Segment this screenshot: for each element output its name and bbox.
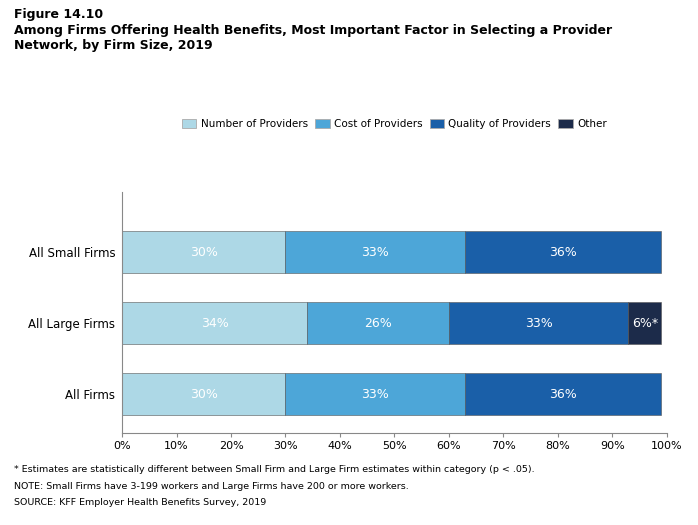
Text: 30%: 30% xyxy=(190,246,218,258)
Text: Among Firms Offering Health Benefits, Most Important Factor in Selecting a Provi: Among Firms Offering Health Benefits, Mo… xyxy=(14,24,612,37)
Bar xyxy=(628,302,661,344)
Text: 33%: 33% xyxy=(362,387,389,401)
Text: NOTE: Small Firms have 3-199 workers and Large Firms have 200 or more workers.: NOTE: Small Firms have 3-199 workers and… xyxy=(14,482,409,491)
Bar xyxy=(285,373,465,415)
Text: 36%: 36% xyxy=(549,246,577,258)
Bar xyxy=(449,302,628,344)
Text: 34%: 34% xyxy=(201,317,228,330)
Bar xyxy=(122,232,285,272)
Legend: Number of Providers, Cost of Providers, Quality of Providers, Other: Number of Providers, Cost of Providers, … xyxy=(177,115,611,133)
Bar xyxy=(122,373,285,415)
Bar xyxy=(465,373,661,415)
Text: Network, by Firm Size, 2019: Network, by Firm Size, 2019 xyxy=(14,39,213,52)
Text: 33%: 33% xyxy=(525,317,553,330)
Text: * Estimates are statistically different between Small Firm and Large Firm estima: * Estimates are statistically different … xyxy=(14,465,535,474)
Text: 36%: 36% xyxy=(549,387,577,401)
Text: Figure 14.10: Figure 14.10 xyxy=(14,8,103,21)
Text: 26%: 26% xyxy=(364,317,392,330)
Bar xyxy=(122,302,307,344)
Text: SOURCE: KFF Employer Health Benefits Survey, 2019: SOURCE: KFF Employer Health Benefits Sur… xyxy=(14,498,266,507)
Bar xyxy=(465,232,661,272)
Text: 30%: 30% xyxy=(190,387,218,401)
Bar xyxy=(307,302,449,344)
Text: 33%: 33% xyxy=(362,246,389,258)
Bar xyxy=(285,232,465,272)
Text: 6%*: 6%* xyxy=(632,317,658,330)
